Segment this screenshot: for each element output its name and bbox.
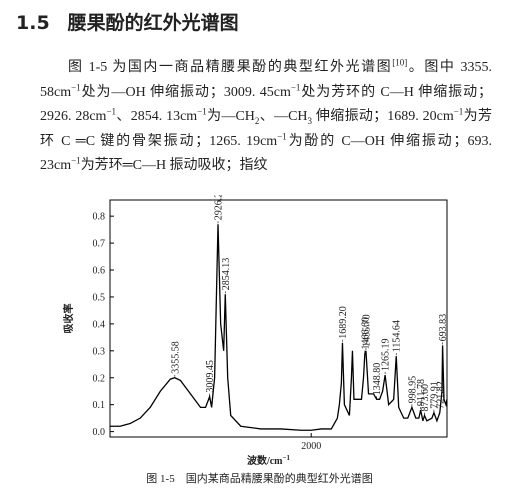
peak-label: 1466.60 [360,317,371,350]
text-run: 。图中 3355. 58cm [40,60,492,100]
text-run: 、—CH [259,109,308,124]
y-axis-label: 吸收率 [62,304,75,334]
peak-label: 3009.45 [205,360,216,393]
peak-label: 2854.13 [221,258,232,291]
sub-text: 2 [254,115,260,126]
peak-label: 693.83 [438,314,449,342]
sup-text: −1 [453,106,464,117]
y-tick-label: 0.1 [93,400,106,411]
sup-text: −1 [277,130,287,141]
peak-label: 3355.58 [170,341,181,374]
peak-label: 1455.70 [361,314,372,347]
x-tick-label: 2000 [301,441,321,452]
section-number: 1.5 [16,12,50,34]
sup-text: −1 [197,106,207,117]
peak-label: 873.60 [420,384,431,412]
sup-text: −1 [283,454,291,462]
body-paragraph: 图 1-5 为国内一商品精腰果酚的典型红外光谱图[10]。图中 3355. 58… [40,56,492,179]
text-run: 处为芳环的 C—H 伸缩振动；2926. 28cm [40,84,493,125]
plot-frame [109,199,448,438]
peak-label: 1154.64 [392,320,403,352]
chart: 0.0 0.1 0.2 0.3 0.4 0.5 0.6 0.7 0.8 2000 吸收率波数/cm−… [62,195,449,467]
peak-label: 1265.19 [381,339,392,372]
peak-label: 911.78 [416,379,427,406]
figure-caption: 图 1-5 国内某商品精腰果酚的典型红外光谱图 [146,473,373,485]
x-axis-label: 波数/cm−1 [247,454,291,467]
sup-text: −1 [71,81,81,92]
peak-label: 1689.20 [338,306,349,339]
text-run: 图 1-5 为国内一商品精腰果酚的典型红外光谱图 [68,60,393,75]
y-tick-label: 0.7 [93,239,106,250]
section-heading: 1.5 腰果酚的红外光谱图 [16,8,239,35]
peak-label: 721.82 [435,381,446,409]
peak-label: 779.91 [429,381,440,409]
sup-text: −1 [290,81,301,92]
sup-text: −1 [71,155,81,166]
text-run: 为—CH [206,109,255,124]
y-tick-label: 0.5 [93,292,106,303]
y-tick-label: 0.0 [93,427,106,438]
y-tick-label: 0.6 [93,266,106,277]
spectrum-line [110,224,448,431]
text-run: 为芳环 C ═C 键的骨架振动；1265. 19cm [40,109,492,149]
peak-label: 2926.28 [214,195,225,220]
peak-label: 1348.80 [372,363,383,396]
y-tick-label: 0.2 [93,373,106,384]
y-tick-label: 0.3 [93,346,106,357]
text-run: 为酚的 C—OH 伸缩振动；693. 23cm [40,133,492,174]
sup-text: −1 [106,106,117,117]
text-run: 、2854. 13cm [116,109,198,124]
sup-text: [10] [392,57,408,68]
text-run: 波数/cm [247,454,283,467]
section-title: 腰果酚的红外光谱图 [67,12,239,34]
peak-label: 998.95 [407,376,418,404]
sub-text: 3 [307,115,313,126]
text-run: 为芳环═C—H 振动吸收；指纹 [80,158,268,173]
text-run: 伸缩振动；1689. 20cm [312,109,454,124]
y-tick-label: 0.4 [93,319,106,330]
y-tick-label: 0.8 [93,212,106,223]
text-run: 处为—OH 伸缩振动；3009. 45cm [80,84,291,100]
